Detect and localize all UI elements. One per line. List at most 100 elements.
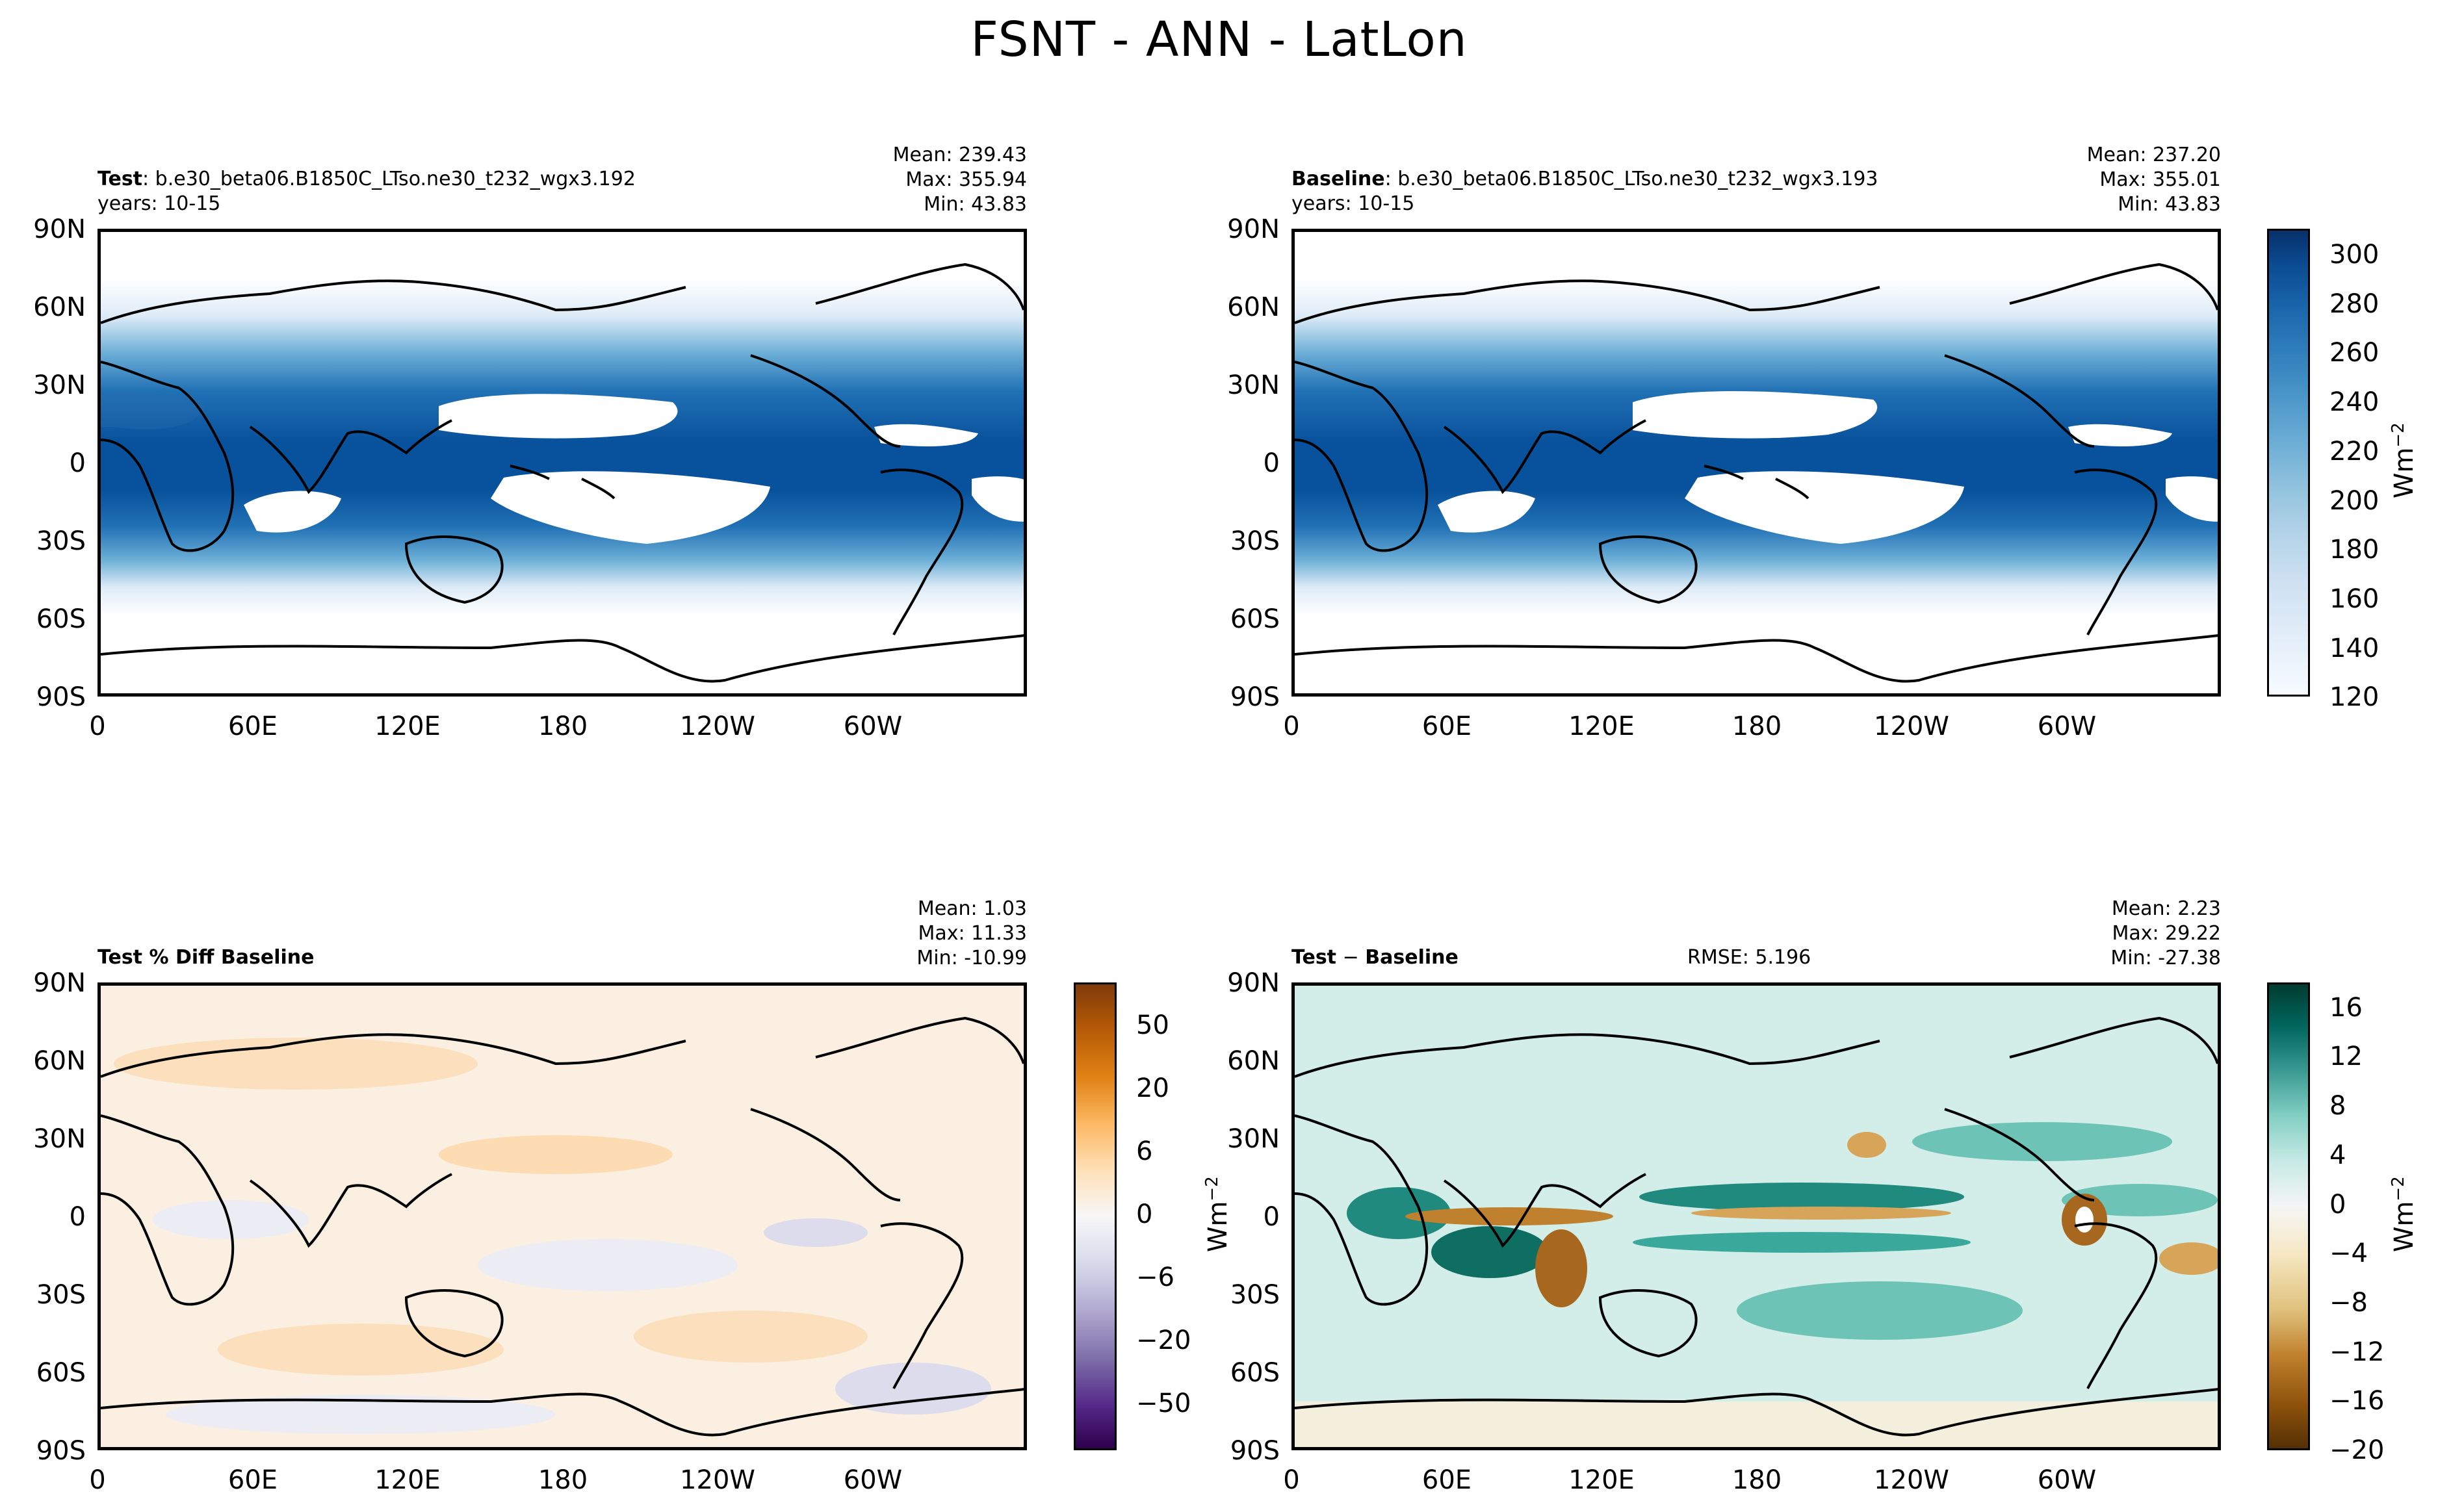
- pct-xtick-3: 180: [538, 1465, 588, 1495]
- diff-blob-brown-3: [1847, 1132, 1886, 1158]
- diff-min: Min: -27.38: [2110, 947, 2221, 969]
- test-mean: Mean: 239.43: [892, 144, 1027, 166]
- pct-min: Min: -10.99: [916, 947, 1027, 969]
- cb-diff-16: 16: [2329, 993, 2363, 1023]
- diff-xtick-0: 0: [1283, 1465, 1300, 1495]
- diff-blob-teal-1: [1639, 1183, 1964, 1211]
- baseline-xtick-1: 60E: [1421, 711, 1472, 741]
- baseline-panel-title: Baseline: b.e30_beta06.B1850C_LTso.ne30_…: [1291, 168, 1878, 190]
- cb-diff-neg20: −20: [2329, 1435, 2385, 1465]
- test-min: Min: 43.83: [924, 193, 1027, 216]
- diff-rmse: RMSE: 5.196: [1687, 946, 1811, 969]
- baseline-xtick-4: 120W: [1874, 711, 1949, 741]
- pct-ytick-1: 60N: [33, 1046, 86, 1076]
- baseline-stats: Mean: 237.20 Max: 355.01 Min: 43.83: [2087, 143, 2221, 217]
- pct-ytick-3: 0: [69, 1202, 86, 1232]
- pct-ytick-0: 90N: [33, 968, 86, 998]
- baseline-years: years: 10-15: [1291, 192, 1415, 215]
- cb-diff-neg16: −16: [2329, 1386, 2385, 1416]
- cb-abs-280: 280: [2329, 289, 2380, 319]
- pct-blob-8: [166, 1395, 556, 1434]
- baseline-ytick-6: 90S: [1230, 682, 1280, 712]
- baseline-ytick-1: 60N: [1227, 292, 1280, 322]
- baseline-ytick-0: 90N: [1227, 214, 1280, 244]
- test-panel-title: Test: b.e30_beta06.B1850C_LTso.ne30_t232…: [97, 168, 636, 190]
- pct-xtick-0: 0: [89, 1465, 106, 1495]
- baseline-coastlines: [1295, 263, 2218, 683]
- pct-xtick-2: 120E: [374, 1465, 441, 1495]
- test-max: Max: 355.94: [905, 168, 1027, 191]
- baseline-label-bold: Baseline: [1291, 168, 1385, 190]
- diff-ytick-2: 30N: [1227, 1124, 1280, 1154]
- baseline-lowzone-io: [1438, 491, 1535, 533]
- test-ytick-3: 0: [69, 448, 86, 478]
- test-lowzone-npac: [439, 394, 678, 439]
- diff-ytick-5: 60S: [1230, 1358, 1280, 1388]
- diff-label-bold2: Baseline: [1365, 946, 1459, 969]
- cb-abs-units-exp: −2: [2388, 422, 2408, 448]
- pct-map-svg: [101, 986, 1024, 1447]
- cb-pct-6: 6: [1136, 1136, 1153, 1166]
- diff-xtick-1: 60E: [1421, 1465, 1472, 1495]
- pct-max: Max: 11.33: [918, 922, 1027, 945]
- baseline-label-case: : b.e30_beta06.B1850C_LTso.ne30_t232_wgx…: [1384, 168, 1878, 190]
- test-xtick-2: 120E: [374, 711, 441, 741]
- test-ytick-5: 60S: [36, 604, 86, 634]
- baseline-lowzone-natl: [2068, 424, 2172, 446]
- baseline-max: Max: 355.01: [2099, 168, 2221, 191]
- pct-blob-7: [835, 1363, 991, 1415]
- test-lowzone-eatl: [972, 476, 1024, 522]
- diff-ytick-0: 90N: [1227, 968, 1280, 998]
- diff-coastlines: [1295, 1016, 2218, 1437]
- pct-stats: Mean: 1.03 Max: 11.33 Min: -10.99: [916, 897, 1027, 971]
- cb-abs-260: 260: [2329, 338, 2380, 368]
- diff-ytick-4: 30S: [1230, 1280, 1280, 1310]
- pct-map: [97, 982, 1027, 1450]
- baseline-lowzone-spac: [1685, 471, 1964, 544]
- diff-blob-teal-6: [1912, 1122, 2172, 1161]
- cb-abs-180: 180: [2329, 535, 2380, 565]
- test-ytick-0: 90N: [33, 214, 86, 244]
- figure-title: FSNT - ANN - LatLon: [970, 12, 1468, 68]
- baseline-ytick-4: 30S: [1230, 526, 1280, 556]
- cb-pct-neg50: −50: [1136, 1389, 1191, 1418]
- diff-mean: Mean: 2.23: [2111, 897, 2221, 920]
- baseline-ytick-3: 0: [1263, 448, 1280, 478]
- diff-blob-teal-3: [1431, 1226, 1548, 1278]
- pct-xtick-5: 60W: [843, 1465, 903, 1495]
- cb-abs-160: 160: [2329, 584, 2380, 614]
- pct-mean: Mean: 1.03: [917, 897, 1027, 920]
- cb-abs-units: Wm−2: [2389, 422, 2419, 498]
- pct-ytick-2: 30N: [33, 1124, 86, 1154]
- test-map: [97, 229, 1027, 697]
- cb-abs-240: 240: [2329, 387, 2380, 417]
- test-stats: Mean: 239.43 Max: 355.94 Min: 43.83: [893, 143, 1027, 217]
- cb-diff-12: 12: [2329, 1042, 2363, 1071]
- diff-map: [1291, 982, 2221, 1450]
- cb-abs-220: 220: [2329, 437, 2380, 467]
- pct-blob-1: [153, 1200, 309, 1239]
- cb-pct-50: 50: [1136, 1010, 1169, 1040]
- test-ytick-6: 90S: [36, 682, 86, 712]
- test-xtick-3: 180: [538, 711, 588, 741]
- test-ytick-4: 30S: [36, 526, 86, 556]
- diff-blob-white: [2075, 1207, 2094, 1233]
- baseline-xtick-3: 180: [1731, 711, 1782, 741]
- cb-diff-units-exp: −2: [2388, 1176, 2408, 1201]
- pct-xtick-1: 60E: [227, 1465, 278, 1495]
- pct-ytick-5: 60S: [36, 1358, 86, 1388]
- diff-max: Max: 29.22: [2112, 922, 2221, 945]
- diff-ytick-6: 90S: [1230, 1436, 1280, 1466]
- diff-blob-brown-4: [1691, 1207, 1951, 1220]
- diff-label-minus: −: [1336, 946, 1366, 969]
- cb-diff-0: 0: [2329, 1190, 2346, 1220]
- cb-abs-300: 300: [2329, 240, 2380, 270]
- diff-band-south: [1295, 1402, 2218, 1447]
- colorbar-pct-bar: [1074, 982, 1117, 1450]
- cb-pct-units-exp: −2: [1202, 1176, 1222, 1201]
- diff-xtick-4: 120W: [1874, 1465, 1949, 1495]
- baseline-field: [1295, 232, 2218, 693]
- pct-blob-3: [764, 1218, 868, 1247]
- diff-xtick-5: 60W: [2037, 1465, 2097, 1495]
- test-field: [101, 232, 1024, 693]
